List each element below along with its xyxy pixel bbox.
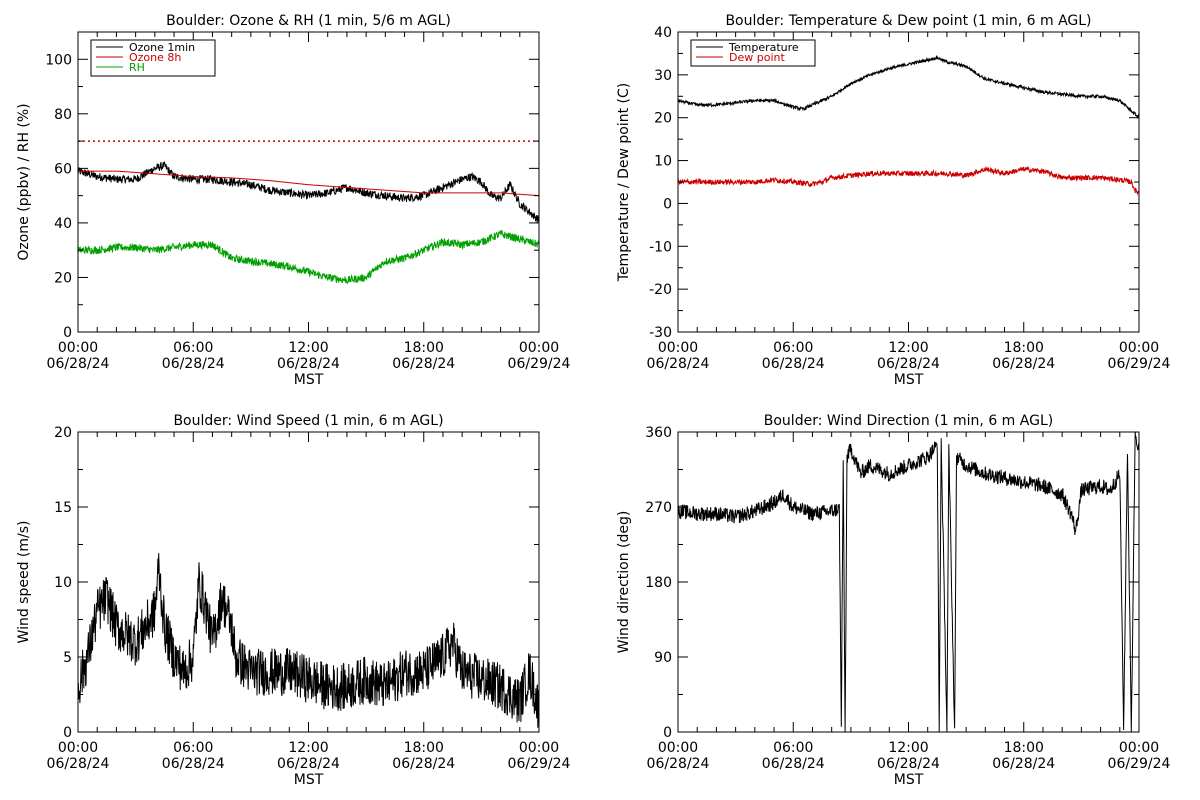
y-tick-label: 60	[54, 161, 72, 177]
x-tick-time-label: 00:00	[1119, 340, 1159, 356]
x-axis-label: MST	[294, 772, 324, 788]
y-tick-label: 30	[654, 68, 672, 84]
legend-label: RH	[129, 61, 145, 74]
chart-wdir: Boulder: Wind Direction (1 min, 6 m AGL)…	[616, 413, 1171, 788]
y-axis-label: Temperature / Dew point (C)	[616, 83, 632, 282]
y-tick-label: 180	[645, 575, 672, 591]
x-tick-time-label: 06:00	[773, 740, 813, 756]
series-line-rh	[78, 229, 539, 285]
x-tick-time-label: 00:00	[519, 340, 559, 356]
y-tick-label: 10	[654, 154, 672, 170]
legend-box	[690, 39, 816, 67]
series-line-data	[678, 432, 1139, 732]
y-tick-label: 20	[654, 111, 672, 127]
x-tick-date-label: 06/29/24	[508, 756, 571, 772]
x-tick-time-label: 12:00	[288, 740, 328, 756]
x-tick-date-label: 06/28/24	[162, 756, 225, 772]
y-tick-label: -10	[649, 239, 672, 255]
chart-wspd: Boulder: Wind Speed (1 min, 6 m AGL) 0 5 10…	[16, 413, 571, 788]
legend-label: Ozone 8h	[129, 51, 181, 64]
x-tick-time-label: 18:00	[404, 740, 444, 756]
y-tick-label: -20	[649, 282, 672, 298]
y-tick-label: 10	[54, 575, 72, 591]
x-tick-time-label: 18:00	[404, 340, 444, 356]
y-tick-label: 270	[645, 500, 672, 516]
series-line-ozone-1min	[78, 161, 539, 223]
x-tick-date-label: 06/28/24	[877, 356, 940, 372]
y-tick-label: 5	[63, 650, 72, 666]
x-tick-date-label: 06/29/24	[508, 356, 571, 372]
x-tick-time-label: 18:00	[1004, 340, 1044, 356]
x-tick-date-label: 06/28/24	[647, 356, 710, 372]
x-tick-time-label: 00:00	[1119, 740, 1159, 756]
y-tick-label: 15	[54, 500, 72, 516]
x-tick-date-label: 06/28/24	[992, 756, 1055, 772]
chart-ozone: Boulder: Ozone & RH (1 min, 5/6 m AGL) 0 2…	[16, 13, 571, 388]
y-tick-label: 40	[54, 216, 72, 232]
plot-frame	[677, 431, 1140, 733]
y-tick-label: 360	[645, 425, 672, 441]
x-tick-date-label: 06/29/24	[1108, 356, 1171, 372]
x-tick-date-label: 06/28/24	[392, 356, 455, 372]
x-tick-time-label: 12:00	[288, 340, 328, 356]
legend-label: Temperature	[728, 41, 799, 54]
series-line-ozone-8h	[78, 170, 539, 197]
y-tick-label: 0	[663, 196, 672, 212]
x-tick-date-label: 06/28/24	[392, 756, 455, 772]
x-tick-date-label: 06/28/24	[877, 756, 940, 772]
chart-title: Boulder: Temperature & Dew point (1 min,…	[725, 13, 1091, 29]
series-line-dew-point	[678, 165, 1139, 196]
y-tick-label: 20	[54, 270, 72, 286]
y-tick-label: 80	[54, 107, 72, 123]
x-tick-date-label: 06/28/24	[762, 756, 825, 772]
x-tick-time-label: 00:00	[519, 740, 559, 756]
y-tick-label: 0	[63, 325, 72, 341]
x-axis-label: MST	[294, 372, 324, 388]
x-tick-date-label: 06/28/24	[277, 356, 340, 372]
plot-frame	[77, 31, 540, 333]
y-tick-label: 0	[63, 725, 72, 741]
y-tick-label: 90	[654, 650, 672, 666]
y-axis-label: Wind speed (m/s)	[16, 521, 32, 644]
x-tick-time-label: 12:00	[888, 740, 928, 756]
chart-title: Boulder: Ozone & RH (1 min, 5/6 m AGL)	[166, 13, 451, 29]
chart-title: Boulder: Wind Speed (1 min, 6 m AGL)	[173, 413, 443, 429]
y-axis-label: Wind direction (deg)	[616, 511, 632, 654]
y-tick-label: 100	[45, 52, 72, 68]
legend-label: Dew point	[729, 51, 785, 64]
x-tick-date-label: 06/28/24	[162, 356, 225, 372]
x-tick-date-label: 06/29/24	[1108, 756, 1171, 772]
y-axis-label: Ozone (ppbv) / RH (%)	[16, 103, 32, 260]
x-tick-time-label: 00:00	[58, 740, 98, 756]
x-tick-date-label: 06/28/24	[647, 756, 710, 772]
x-tick-time-label: 06:00	[773, 340, 813, 356]
legend-label: Ozone 1min	[129, 41, 195, 54]
x-tick-time-label: 00:00	[658, 740, 698, 756]
series-line-data	[78, 553, 539, 728]
x-axis-label: MST	[894, 772, 924, 788]
chart-title: Boulder: Wind Direction (1 min, 6 m AGL)	[764, 413, 1053, 429]
x-tick-date-label: 06/28/24	[47, 756, 110, 772]
y-tick-label: 40	[654, 25, 672, 41]
chart-temp: Boulder: Temperature & Dew point (1 min,…	[616, 13, 1171, 388]
y-tick-label: 0	[663, 725, 672, 741]
x-axis-label: MST	[894, 372, 924, 388]
x-tick-time-label: 06:00	[173, 340, 213, 356]
legend-box	[90, 39, 216, 77]
x-tick-date-label: 06/28/24	[277, 756, 340, 772]
series-line-temperature	[678, 54, 1139, 119]
x-tick-time-label: 00:00	[58, 340, 98, 356]
x-tick-time-label: 12:00	[888, 340, 928, 356]
x-tick-date-label: 06/28/24	[47, 356, 110, 372]
x-tick-time-label: 18:00	[1004, 740, 1044, 756]
x-tick-time-label: 00:00	[658, 340, 698, 356]
y-tick-label: -30	[649, 325, 672, 341]
y-tick-label: 20	[54, 425, 72, 441]
x-tick-date-label: 06/28/24	[992, 356, 1055, 372]
x-tick-time-label: 06:00	[173, 740, 213, 756]
x-tick-date-label: 06/28/24	[762, 356, 825, 372]
